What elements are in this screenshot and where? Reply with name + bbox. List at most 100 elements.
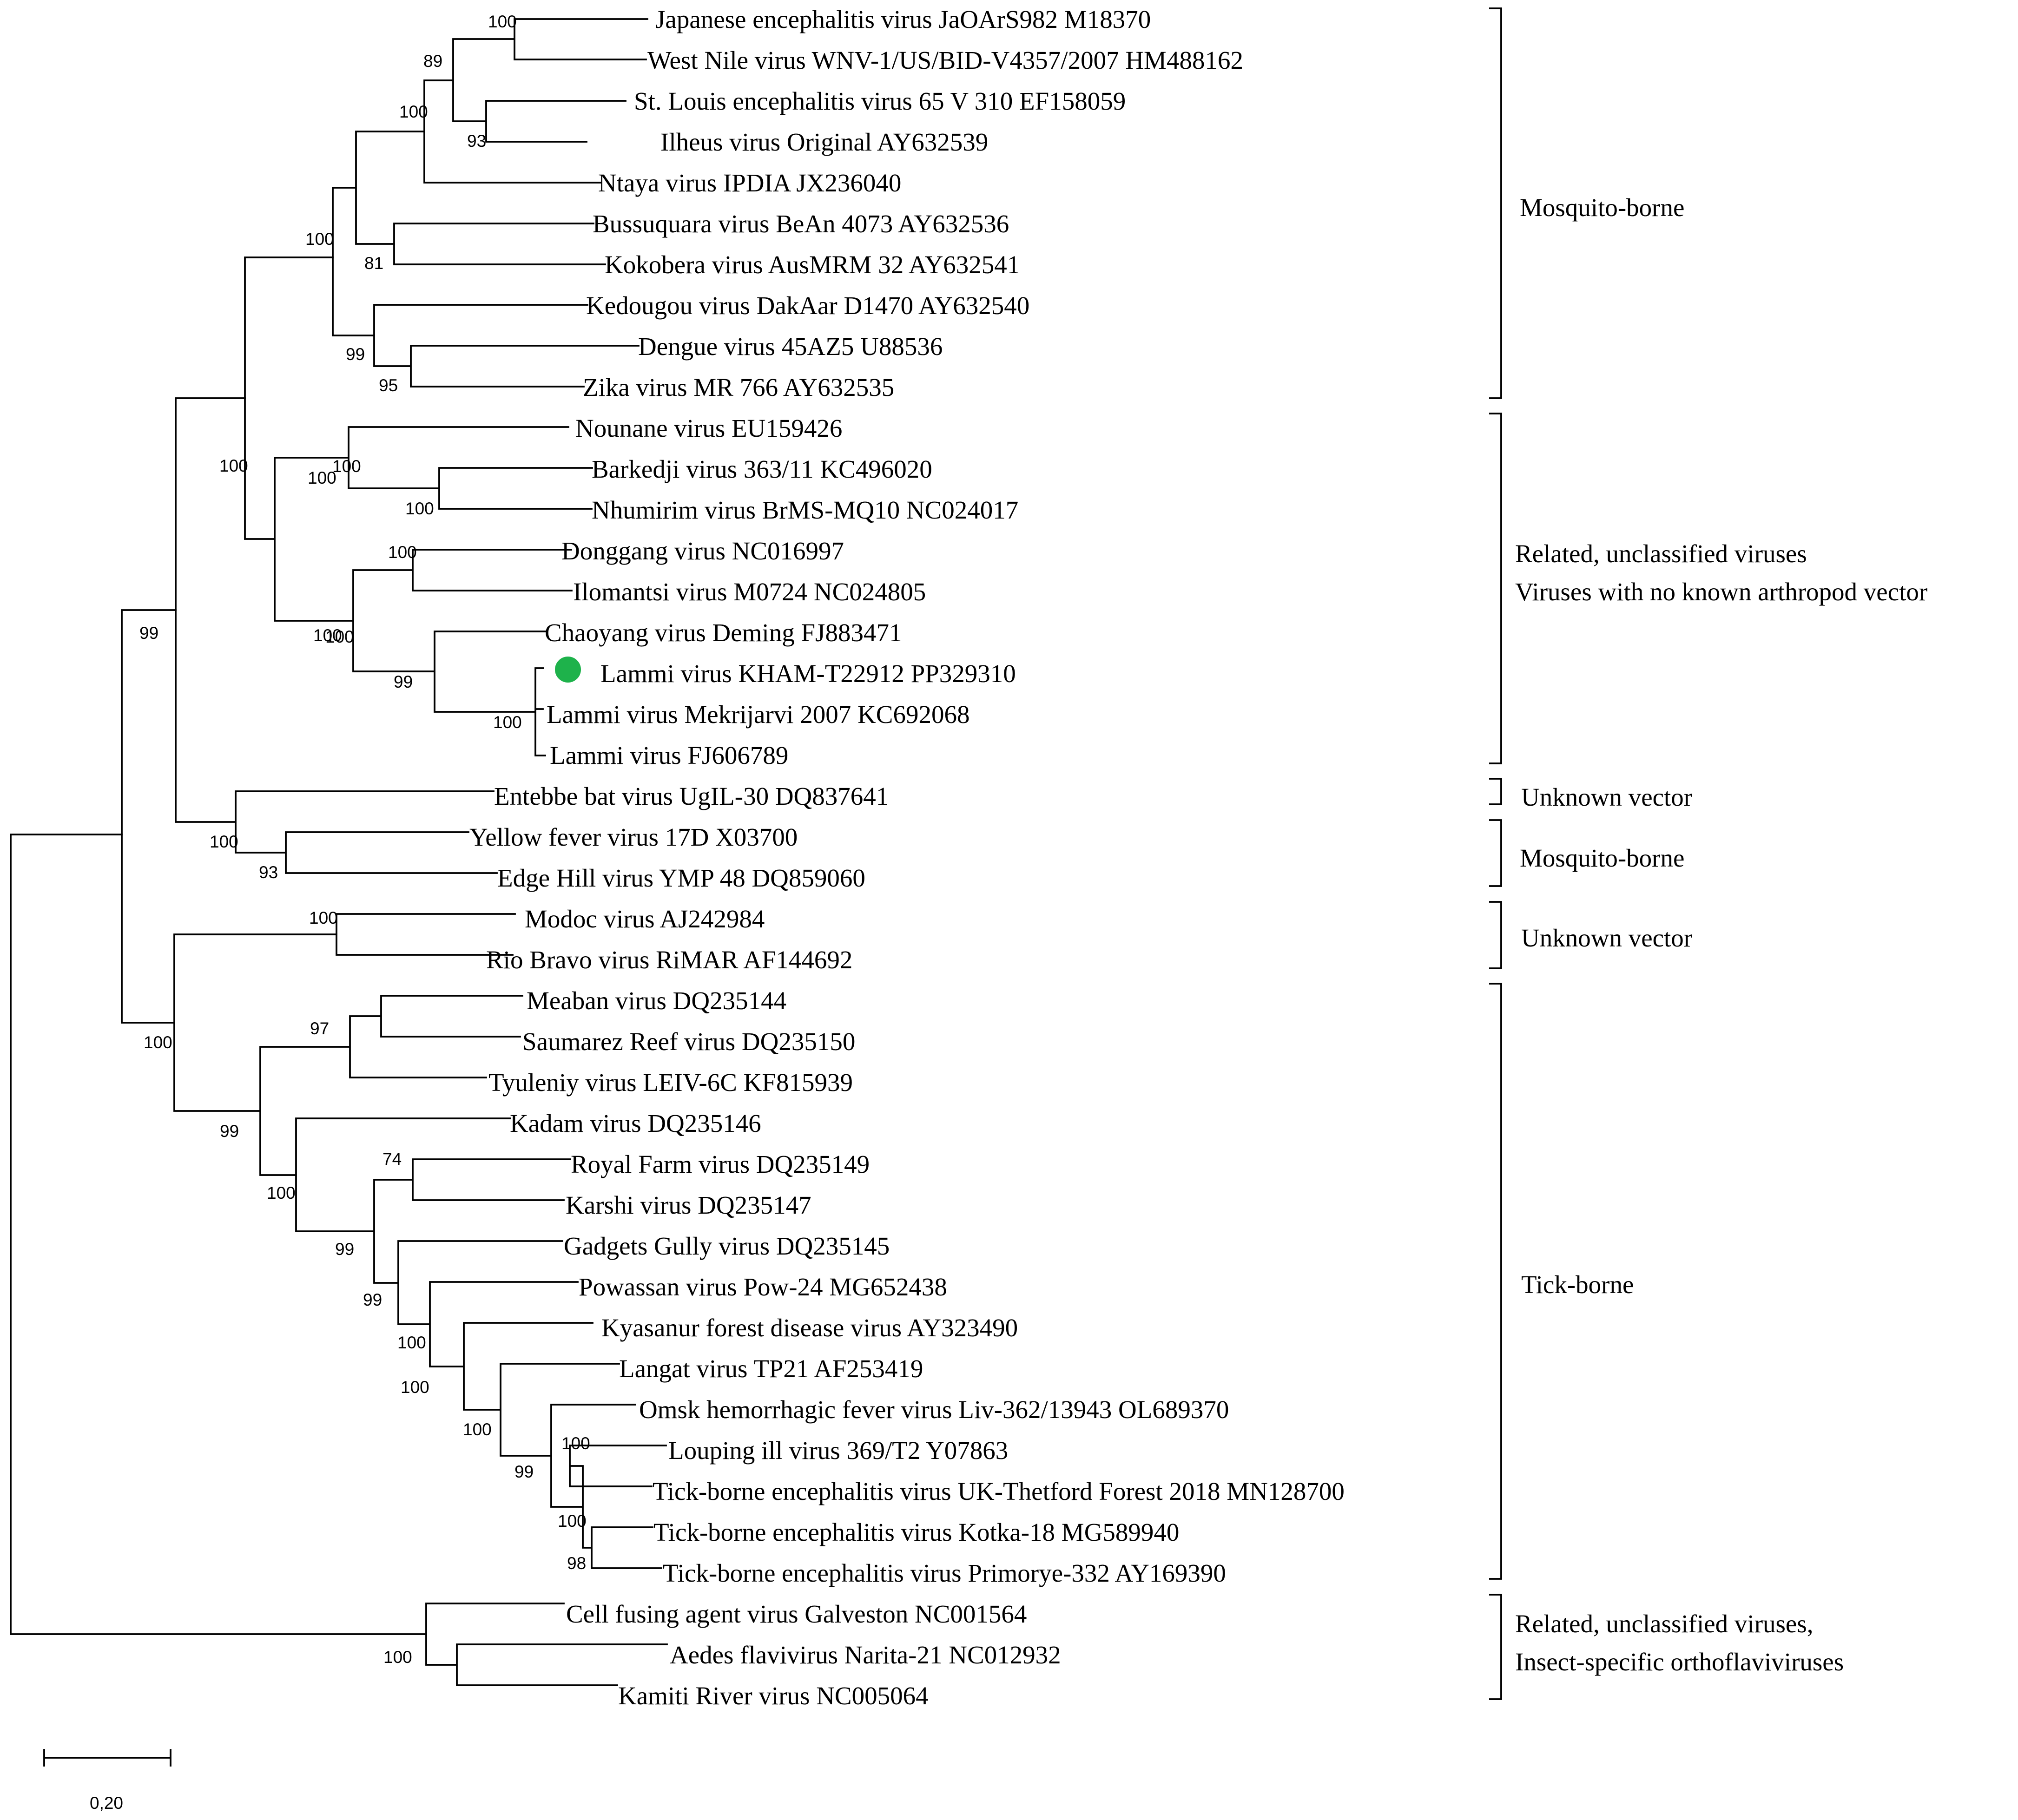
group-label: Viruses with no known arthropod vector bbox=[1515, 578, 1927, 606]
bootstrap-label: 74 bbox=[382, 1150, 402, 1169]
group-label: Insect-specific orthoflaviviruses bbox=[1515, 1648, 1844, 1676]
taxon-label: Louping ill virus 369/T2 Y07863 bbox=[668, 1436, 1008, 1465]
taxon-label: Ntaya virus IPDIA JX236040 bbox=[598, 169, 901, 197]
bootstrap-label: 93 bbox=[259, 863, 278, 882]
bootstrap-label: 93 bbox=[467, 131, 486, 151]
taxon-label: Omsk hemorrhagic fever virus Liv-362/139… bbox=[639, 1395, 1229, 1424]
bootstrap-label: 89 bbox=[423, 52, 442, 71]
taxon-label: Lammi virus FJ606789 bbox=[550, 741, 788, 769]
bootstrap-label: 100 bbox=[561, 1434, 590, 1453]
taxon-label: Chaoyang virus Deming FJ883471 bbox=[545, 618, 902, 647]
group-brackets bbox=[1489, 7, 1502, 1700]
bootstrap-label: 100 bbox=[325, 627, 354, 646]
taxon-label: Langat virus TP21 AF253419 bbox=[619, 1354, 923, 1383]
bootstrap-label: 100 bbox=[219, 456, 248, 475]
bootstrap-label: 100 bbox=[401, 1378, 429, 1397]
taxon-labels: Japanese encephalitis virus JaOArS982 M1… bbox=[469, 5, 1345, 1710]
bootstrap-label: 99 bbox=[346, 345, 365, 364]
taxon-label: Cell fusing agent virus Galveston NC0015… bbox=[566, 1600, 1027, 1628]
scale-bar: 0,20 bbox=[43, 1749, 171, 1813]
taxon-label: Karshi virus DQ235147 bbox=[566, 1191, 811, 1219]
taxon-label: Modoc virus AJ242984 bbox=[525, 905, 765, 933]
taxon-label: Kokobera virus AusMRM 32 AY632541 bbox=[605, 250, 1020, 279]
bootstrap-label: 100 bbox=[399, 102, 428, 121]
group-label: Related, unclassified viruses, bbox=[1515, 1610, 1814, 1638]
taxon-label: Saumarez Reef virus DQ235150 bbox=[522, 1027, 855, 1056]
taxon-label: Tick-borne encephalitis virus Primorye-3… bbox=[663, 1559, 1226, 1587]
taxon-label: Powassan virus Pow-24 MG652438 bbox=[579, 1273, 947, 1301]
group-label: Tick-borne bbox=[1521, 1270, 1634, 1299]
group-bracket bbox=[1489, 413, 1502, 764]
taxon-label: Royal Farm virus DQ235149 bbox=[571, 1150, 870, 1178]
bootstrap-label: 100 bbox=[488, 12, 517, 31]
group-label: Unknown vector bbox=[1521, 924, 1692, 952]
taxon-label: Barkedji virus 363/11 KC496020 bbox=[592, 455, 932, 483]
group-label: Unknown vector bbox=[1521, 783, 1692, 811]
taxon-label: Kyasanur forest disease virus AY323490 bbox=[601, 1314, 1018, 1342]
bootstrap-label: 97 bbox=[310, 1019, 329, 1038]
highlight-marker bbox=[555, 657, 581, 683]
bootstrap-label: 100 bbox=[144, 1033, 172, 1052]
bootstrap-label: 99 bbox=[363, 1290, 382, 1309]
taxon-label: Japanese encephalitis virus JaOArS982 M1… bbox=[655, 5, 1151, 33]
taxon-label: Nounane virus EU159426 bbox=[575, 414, 842, 442]
bootstrap-values: 1008993100100819995100100100100100100100… bbox=[139, 12, 590, 1667]
bootstrap-label: 100 bbox=[308, 468, 336, 487]
group-labels: Mosquito-borne Related, unclassified viru… bbox=[1515, 193, 1927, 1676]
bootstrap-label: 100 bbox=[313, 626, 342, 645]
taxon-label: Tick-borne encephalitis virus Kotka-18 M… bbox=[653, 1518, 1179, 1546]
bootstrap-label: 100 bbox=[305, 230, 334, 249]
bootstrap-label: 100 bbox=[267, 1183, 296, 1202]
taxon-label: Kedougou virus DakAar D1470 AY632540 bbox=[586, 291, 1029, 320]
taxon-label: Kamiti River virus NC005064 bbox=[618, 1682, 929, 1710]
bootstrap-label: 100 bbox=[405, 499, 434, 518]
group-bracket bbox=[1489, 7, 1502, 399]
taxon-label: Tyuleniy virus LEIV-6C KF815939 bbox=[488, 1068, 853, 1097]
taxon-label: Yellow fever virus 17D X03700 bbox=[469, 823, 798, 851]
taxon-label: Dengue virus 45AZ5 U88536 bbox=[638, 332, 943, 361]
bootstrap-label: 95 bbox=[379, 376, 398, 395]
bootstrap-label: 99 bbox=[139, 624, 158, 643]
group-label: Mosquito-borne bbox=[1520, 193, 1684, 222]
bootstrap-label: 99 bbox=[394, 672, 413, 691]
taxon-label: Entebbe bat virus UgIL-30 DQ837641 bbox=[494, 782, 889, 810]
bootstrap-label: 100 bbox=[383, 1648, 412, 1667]
bootstrap-label: 100 bbox=[332, 457, 361, 476]
scale-bar-label: 0,20 bbox=[90, 1794, 123, 1813]
group-bracket bbox=[1489, 983, 1502, 1580]
group-bracket bbox=[1489, 778, 1502, 805]
group-bracket bbox=[1489, 901, 1502, 969]
bootstrap-label: 100 bbox=[397, 1333, 426, 1352]
taxon-label: Lammi virus KHAM-T22912 PP329310 bbox=[600, 659, 1016, 688]
bootstrap-label: 100 bbox=[388, 543, 417, 562]
bootstrap-label: 100 bbox=[210, 832, 238, 851]
taxon-label: Aedes flavivirus Narita-21 NC012932 bbox=[670, 1641, 1061, 1669]
taxon-label: Ilheus virus Original AY632539 bbox=[660, 128, 988, 156]
taxon-label: Zika virus MR 766 AY632535 bbox=[583, 373, 894, 401]
taxon-label: Nhumirim virus BrMS-MQ10 NC024017 bbox=[592, 496, 1018, 524]
taxon-label: Rio Bravo virus RiMAR AF144692 bbox=[486, 946, 852, 974]
group-bracket bbox=[1489, 1594, 1502, 1700]
taxon-label: Ilomantsi virus M0724 NC024805 bbox=[573, 578, 926, 606]
taxon-label: St. Louis encephalitis virus 65 V 310 EF… bbox=[634, 87, 1126, 115]
group-label: Related, unclassified viruses bbox=[1515, 539, 1807, 568]
taxon-label: Bussuquara virus BeAn 4073 AY632536 bbox=[593, 210, 1009, 238]
taxon-label: Meaban virus DQ235144 bbox=[527, 986, 786, 1015]
bootstrap-label: 99 bbox=[514, 1462, 534, 1481]
bootstrap-label: 99 bbox=[220, 1122, 239, 1141]
bootstrap-label: 100 bbox=[558, 1511, 587, 1531]
bootstrap-label: 100 bbox=[309, 908, 338, 927]
group-label: Mosquito-borne bbox=[1520, 844, 1684, 872]
group-bracket bbox=[1489, 819, 1502, 887]
taxon-label: West Nile virus WNV-1/US/BID-V4357/2007 … bbox=[647, 46, 1243, 74]
taxon-label: Edge Hill virus YMP 48 DQ859060 bbox=[497, 864, 865, 892]
taxon-label: Donggang virus NC016997 bbox=[561, 537, 844, 565]
bootstrap-label: 81 bbox=[364, 254, 383, 273]
bootstrap-label: 100 bbox=[463, 1420, 492, 1439]
taxon-label: Gadgets Gully virus DQ235145 bbox=[564, 1232, 890, 1260]
bootstrap-label: 98 bbox=[567, 1554, 586, 1573]
taxon-label: Lammi virus Mekrijarvi 2007 KC692068 bbox=[547, 700, 969, 729]
tree-branches bbox=[10, 18, 668, 1686]
taxon-label: Tick-borne encephalitis virus UK-Thetfor… bbox=[653, 1477, 1345, 1505]
